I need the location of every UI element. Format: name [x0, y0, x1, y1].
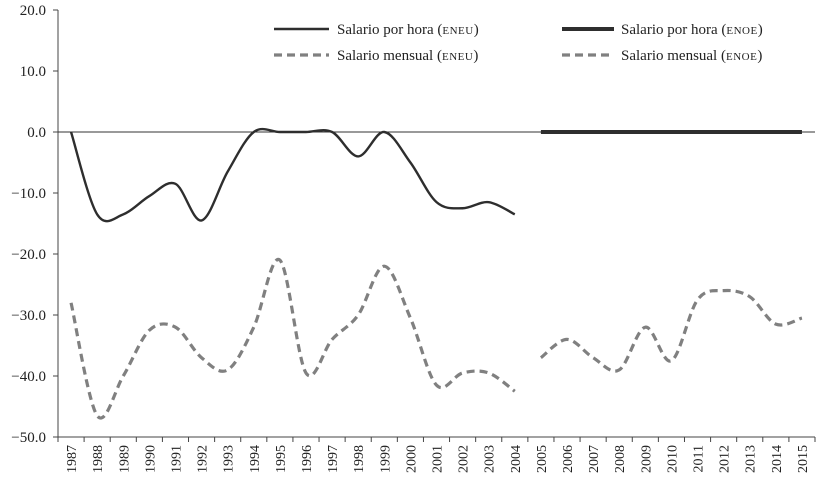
legend-label: Salario por hora (ENEU) [337, 22, 479, 38]
x-tick-label: 2003 [483, 445, 498, 473]
series-lines [69, 127, 803, 420]
x-tick-label: 2005 [535, 445, 550, 473]
x-tick-label: 2007 [587, 445, 602, 473]
legend-label: Salario mensual (ENOE) [621, 48, 762, 64]
x-tick-label: 1995 [274, 445, 289, 473]
y-tick-label: 20.0 [20, 3, 46, 19]
x-tick-label: 1991 [169, 445, 184, 473]
x-tick-label: 2001 [431, 445, 446, 473]
x-tick-label: 2006 [561, 445, 576, 473]
x-tick-label: 2015 [796, 445, 811, 473]
x-tick-label: 2008 [613, 445, 628, 473]
y-tick-label: 0.0 [27, 125, 46, 141]
x-tick-label: 1994 [248, 445, 263, 473]
x-tick-label: 1996 [300, 445, 315, 473]
y-tick-label: −30.0 [11, 308, 46, 324]
legend-label: Salario mensual (ENEU) [337, 48, 478, 64]
x-tick-label: 2009 [639, 445, 654, 473]
y-tick-label: −50.0 [11, 430, 46, 446]
legend-label: Salario por hora (ENOE) [621, 22, 763, 38]
x-tick-label: 2012 [718, 445, 733, 473]
x-tick-label: 1989 [117, 445, 132, 473]
x-tick-label: 2004 [509, 445, 524, 473]
x-tick-label: 2002 [457, 445, 472, 473]
y-tick-label: −40.0 [11, 369, 46, 385]
x-tick-label: 1998 [352, 445, 367, 473]
y-tick-label: 10.0 [20, 64, 46, 80]
x-tick-label: 1988 [91, 445, 106, 473]
series-line-salario-por-hora-eneu [69, 127, 516, 223]
x-tick-label: 2013 [744, 445, 759, 473]
axes [57, 10, 815, 438]
x-tick-label: 1987 [65, 445, 80, 473]
x-tick-label: 1999 [378, 445, 393, 473]
series-line-salario-mensual-enoe [539, 288, 803, 373]
y-tick-label: −10.0 [11, 186, 46, 202]
series-line-salario-mensual-eneu [69, 258, 516, 420]
x-tick-label: 2010 [665, 445, 680, 473]
x-tick-label: 1992 [196, 445, 211, 473]
x-tick-label: 1990 [143, 445, 158, 473]
x-tick-label: 1993 [222, 445, 237, 473]
x-axis-ticks: 1987 1988 1989 1990 1991 1992 1993 1994 1995 1996… [57, 437, 816, 473]
y-axis-ticks: 20.0 10.0 0.0 −10.0 −20.0 −30.0 −40.0 −50.0 [11, 3, 58, 446]
x-tick-label: 1997 [326, 445, 341, 473]
legend: Salario por hora (ENEU) Salario por hora … [274, 22, 763, 64]
x-tick-label: 2011 [692, 445, 707, 472]
y-tick-label: −20.0 [11, 247, 46, 263]
x-tick-label: 2000 [404, 445, 419, 473]
x-tick-label: 2014 [770, 445, 785, 473]
